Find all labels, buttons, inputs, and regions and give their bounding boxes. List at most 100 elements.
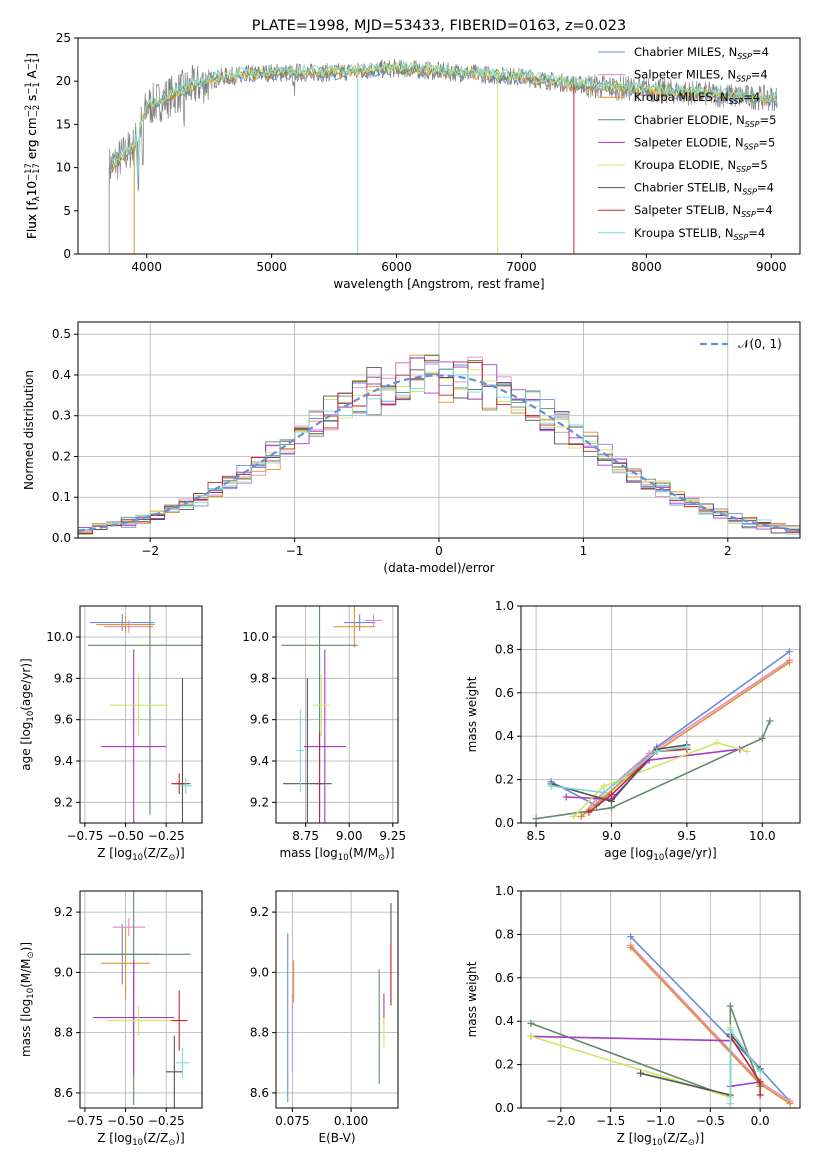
y-tick-label: 9.0 [250,965,269,979]
label-part: erg cm [25,117,39,163]
mass_vs_ebv-axes: 0.075 0.100 8.6 8.8 9.0 9.2 E(B-V) [250,890,399,1145]
legend-entry: Salpeter STELIB, NSSP=4 [634,203,773,219]
x-tick-label: 4000 [131,260,162,274]
y-tick-label: 0.4 [495,1014,514,1028]
weight-marker [627,943,635,951]
y-axis-label: age [log10(age/yr)] [19,658,36,770]
label-part: =4 [748,226,765,240]
y-tick-label: 8.8 [54,1026,73,1040]
weight_vs_Z-plot-area [527,933,794,1108]
label-part: =4 [752,45,769,59]
y-tick-label: 0.0 [495,1101,514,1115]
weight-series [573,741,748,818]
weight-series [530,1035,761,1088]
y-tick-label: 0.6 [495,686,514,700]
label-part: (Z/Z [663,1131,688,1145]
x-tick-label: 9.5 [677,829,696,843]
x-tick-label: −0.75 [66,829,103,843]
label-part: )] [695,1131,704,1145]
y-tick-label: 0.4 [52,368,71,382]
label-part: 10 [338,853,349,863]
label-part: 10 [25,181,39,196]
x-tick-label: 1 [580,544,588,558]
label-part: Chabrier STELIB, N [634,181,742,195]
y-axis-label: Normed distribution [22,370,36,490]
weight-series [535,720,771,820]
y-tick-label: 9.0 [54,965,73,979]
label-part: )] [175,1131,184,1145]
label-part: Flux [f [25,201,39,239]
weight-series [580,661,790,818]
label-part: (age/yr)] [19,658,33,710]
residuals-axes: −2 −1 0 1 2 0.0 0.1 0.2 0.3 0.4 0.5 (data-model)/er… [22,321,801,575]
label-part: age [log [604,846,653,860]
label-part: 10 [25,181,39,196]
y-axis-label-group: Flux [fλ10−17 erg cm−2 s−1 A−1] [24,53,42,239]
y-tick-label: 0.8 [495,927,514,941]
weight-marker [562,793,570,801]
x-tick-label: −0.25 [148,1114,185,1128]
spectrum-model-line [111,59,777,178]
x-tick-label: −2 [141,544,159,558]
label-part: SSP [742,188,757,197]
normal-curve [78,374,800,532]
y-axis-label: Flux [fλ10−17 erg cm−2 s−1 A−1] [24,53,42,239]
age_vs_Z-axes: −0.75 −0.50 −0.259.29.49.69.810.0Z [log10(… [19,605,203,863]
y-tick-label: 25 [56,31,71,45]
axes-frame [275,890,399,1109]
y-tick-label: 8.6 [54,1086,73,1100]
x-tick-label: −0.5 [696,1114,725,1128]
y-tick-label: 0.3 [52,409,71,423]
histogram-series [78,354,800,535]
weight-marker [785,648,793,656]
label-part: 10 [132,853,143,863]
label-part: (M/M [349,846,378,860]
label-part: =4 [756,203,773,217]
x-tick-label: 9.25 [379,829,406,843]
x-tick-label: 8.5 [527,829,546,843]
weight-marker [756,1078,764,1086]
residuals-plot-area [78,354,800,535]
y-tick-label: 9.8 [54,671,73,685]
y-tick-label: 0.2 [495,773,514,787]
y-tick-label: 10 [56,161,71,175]
y-tick-label: 0.0 [495,816,514,830]
x-tick-label: 5000 [256,260,287,274]
label-part: Z [log [97,1131,132,1145]
axes-frame [275,605,399,824]
y-tick-label: 1.0 [495,599,514,613]
y-axis-label-group: mass weight [465,676,479,752]
y-axis-label: mass [log10(M/M⊙)] [19,942,36,1057]
label-part: Kroupa STELIB, N [634,226,734,240]
label-part: erg cm [25,117,39,163]
weight-marker [756,1091,764,1099]
weight-marker [653,747,661,755]
y-tick-label: 10.0 [242,630,269,644]
x-tick-label: −0.75 [66,1114,103,1128]
age_vs_mass-axes: 8.75 9.00 9.25 9.2 9.4 9.6 9.8 10.0 mass [log10(… [242,605,406,863]
y-tick-label: 9.2 [250,905,269,919]
label-part: )] [175,846,184,860]
mass_vs_ebv-plot-area [287,903,392,1102]
x-axis-label: age [log10(age/yr)] [604,846,716,863]
label-part: Salpeter STELIB, N [634,203,741,217]
y-tick-label: 0.8 [495,642,514,656]
mass_vs_Z-plot-area [80,891,191,1108]
weight-marker [743,747,751,755]
label-part: 10 [26,711,36,722]
axes-frame [77,37,801,255]
weight-marker [756,1067,764,1075]
weight-marker [645,750,653,758]
label-part: Z [log [617,1131,652,1145]
label-part: −17 [24,163,34,181]
legend-entry: Chabrier ELODIE, NSSP=5 [634,113,776,129]
label-part: −1 [24,58,34,71]
y-axis-label-group: mass [log10(M/M⊙)] [19,942,36,1057]
spectrum-axes: 4000 5000 6000 7000 8000 9000 0 5 10 15 20 25 wavele… [24,18,801,291]
axes-frame [79,605,203,824]
x-tick-label: 2 [724,544,732,558]
label-part: SSP [736,165,751,174]
y-tick-label: 9.2 [54,905,73,919]
label-part: (age/yr)] [664,846,716,860]
